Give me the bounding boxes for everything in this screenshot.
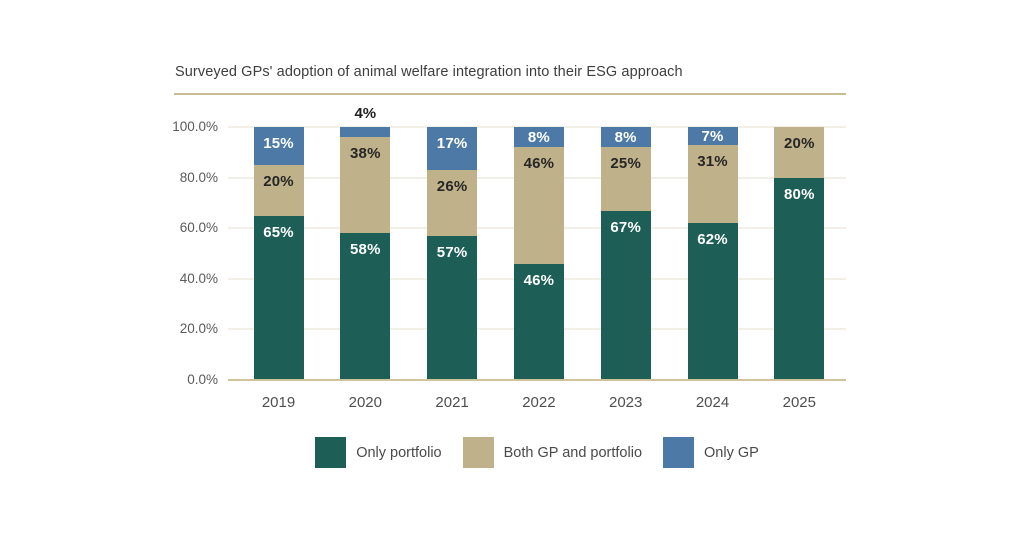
y-axis-tick-label: 0.0% bbox=[187, 372, 218, 387]
bar-segment-label: 4% bbox=[354, 105, 377, 122]
legend-label: Only portfolio bbox=[356, 444, 442, 461]
bar-column-2022: 46% 46% 8% bbox=[513, 127, 564, 380]
bar-column-2024: 62% 31% 7% bbox=[687, 127, 738, 380]
x-axis-label: 2021 bbox=[435, 394, 469, 411]
bar-column-2019: 65% 20% 15% bbox=[253, 127, 304, 380]
y-axis-tick-label: 20.0% bbox=[179, 321, 218, 337]
bar-segment: 80% bbox=[774, 177, 825, 380]
bar-segment: 20% bbox=[774, 127, 825, 178]
bar-segment: 57% bbox=[427, 235, 478, 380]
bar-segment-label: 15% bbox=[263, 135, 294, 153]
legend-swatch bbox=[462, 437, 494, 468]
bar-segment: 65% bbox=[253, 215, 304, 380]
bar-segment: 25% bbox=[600, 147, 651, 211]
bar-segment: 15% bbox=[253, 127, 304, 165]
bar-segment-label: 67% bbox=[610, 218, 641, 236]
bar-segment: 31% bbox=[687, 144, 738, 224]
bar-column-2020: 58% 38% 4% bbox=[340, 105, 391, 380]
legend-label: Only GP bbox=[704, 444, 759, 461]
bar-segment-label: 57% bbox=[436, 243, 468, 261]
grid-line bbox=[228, 126, 846, 128]
bar-segment-label: 58% bbox=[349, 241, 381, 259]
bar-column-2025: 80% 20% bbox=[774, 127, 825, 380]
bar-segment-label: 65% bbox=[263, 223, 294, 241]
x-axis-label: 2020 bbox=[348, 394, 382, 411]
bar-segment-label: 62% bbox=[697, 231, 728, 249]
bar-segment-label: 8% bbox=[527, 129, 550, 147]
bar-segment: 38% bbox=[340, 137, 391, 234]
bar-segment-label: 46% bbox=[523, 271, 555, 289]
legend-swatch bbox=[663, 437, 695, 468]
bar-segment: 46% bbox=[513, 147, 564, 264]
chart-title: Surveyed GPs' adoption of animal welfare… bbox=[175, 64, 683, 80]
x-axis-label: 2023 bbox=[609, 394, 643, 411]
plot-area: 65% 20% 15% 58% 38% 4% 57% 26% 17% 46% 46% 8% 67% 25%… bbox=[228, 105, 846, 381]
legend-item: Only GP bbox=[663, 437, 759, 468]
bar-segment: 67% bbox=[600, 210, 651, 380]
y-axis-tick-label: 80.0% bbox=[179, 169, 218, 185]
x-axis-label: 2019 bbox=[261, 394, 296, 411]
bar-segment: 26% bbox=[427, 170, 478, 236]
bar-segment-label: 25% bbox=[610, 155, 641, 173]
y-axis-tick-label: 60.0% bbox=[179, 220, 218, 236]
bar-segment bbox=[340, 127, 391, 138]
bar-segment-label: 31% bbox=[697, 152, 728, 170]
y-axis-tick-label: 100.0% bbox=[172, 119, 218, 134]
bar-segment-label: 80% bbox=[783, 185, 815, 203]
bar-segment: 8% bbox=[600, 127, 651, 148]
bar-segment-label: 26% bbox=[436, 178, 468, 196]
x-axis-label: 2022 bbox=[522, 394, 556, 411]
bar-segment: 7% bbox=[687, 127, 738, 145]
legend-swatch bbox=[315, 437, 347, 468]
bar-segment-label: 7% bbox=[701, 127, 724, 145]
bar-segment-label: 46% bbox=[523, 155, 555, 173]
legend-label: Both GP and portfolio bbox=[503, 444, 643, 461]
bar-segment-label: 17% bbox=[436, 135, 468, 153]
bar-segment: 62% bbox=[687, 223, 738, 380]
bar-segment: 58% bbox=[340, 233, 391, 380]
x-axis-label: 2024 bbox=[695, 394, 730, 411]
y-axis-tick-label: 40.0% bbox=[179, 270, 218, 286]
x-axis-line bbox=[228, 379, 846, 381]
legend: Only portfolio Both GP and portfolio Only … bbox=[228, 437, 846, 468]
bar-segment-label: 8% bbox=[614, 129, 637, 147]
legend-item: Both GP and portfolio bbox=[462, 437, 643, 468]
bar-segment: 17% bbox=[427, 127, 478, 171]
bar-segment: 46% bbox=[513, 263, 564, 380]
bar-segment-label: 38% bbox=[349, 145, 381, 163]
bar-segment-label: 20% bbox=[783, 135, 815, 153]
bar-column-2021: 57% 26% 17% bbox=[427, 127, 478, 380]
bar-segment: 8% bbox=[513, 127, 564, 148]
legend-item: Only portfolio bbox=[315, 437, 442, 468]
bar-column-2023: 67% 25% 8% bbox=[600, 127, 651, 380]
title-divider bbox=[174, 93, 846, 95]
bar-segment: 20% bbox=[253, 164, 304, 216]
x-axis-label: 2025 bbox=[782, 394, 816, 411]
bar-segment-label: 20% bbox=[263, 172, 294, 190]
